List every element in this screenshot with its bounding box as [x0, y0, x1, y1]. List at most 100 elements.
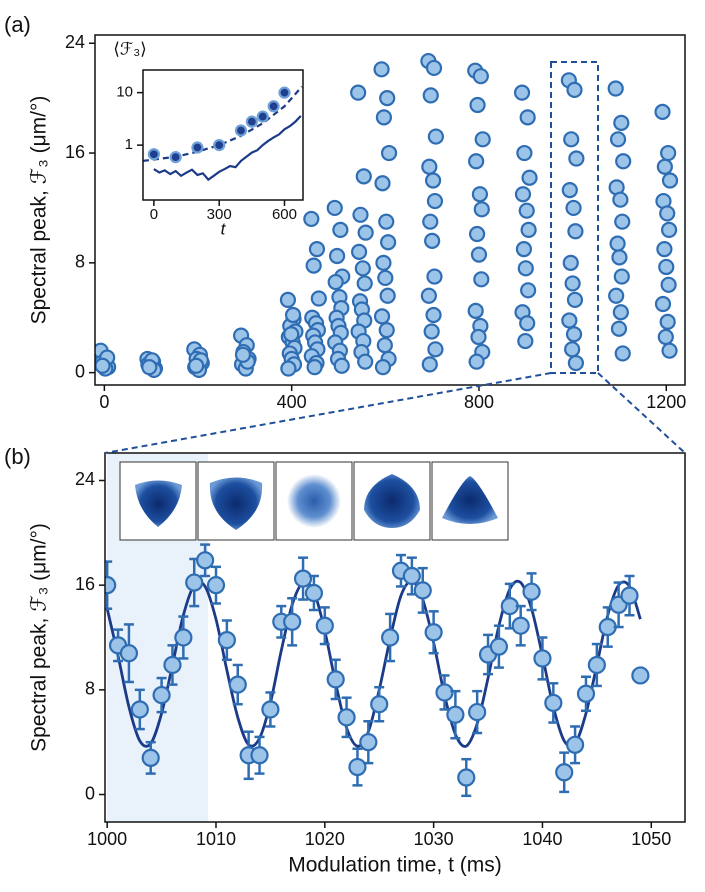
- marker: [521, 169, 538, 186]
- marker: [631, 666, 650, 685]
- zoom-box: [550, 61, 599, 374]
- marker: [357, 224, 374, 241]
- marker: [308, 241, 326, 258]
- marker: [357, 353, 374, 370]
- marker: [169, 151, 182, 164]
- marker: [422, 87, 439, 104]
- marker: [350, 243, 368, 260]
- marker: [378, 321, 395, 339]
- marker: [425, 59, 443, 77]
- marker: [424, 623, 443, 642]
- x-axis-label: t: [221, 219, 227, 238]
- x-tick-label: 800: [464, 392, 494, 412]
- marker: [657, 328, 674, 346]
- marker: [356, 275, 373, 292]
- marker: [517, 260, 534, 277]
- marker: [661, 172, 679, 189]
- marker: [654, 103, 671, 120]
- panel: 0 300 600 1 10 ⟨ℱ₃⟩ t: [113, 39, 304, 238]
- marker: [119, 644, 139, 663]
- inset-title: ⟨ℱ₃⟩: [113, 39, 147, 58]
- data-layer: [95, 52, 679, 379]
- marker: [374, 175, 391, 192]
- marker: [609, 131, 627, 148]
- marker: [424, 232, 441, 249]
- marker: [511, 616, 530, 635]
- marker: [468, 225, 486, 243]
- marker: [234, 124, 248, 137]
- marker: [373, 308, 391, 325]
- y-axis-label: Spectral peak, ℱ₃ (μm/°): [28, 96, 51, 325]
- cloud-images: [119, 461, 509, 541]
- marker: [518, 202, 535, 219]
- marker: [375, 254, 392, 271]
- marker: [279, 291, 297, 309]
- marker: [620, 586, 639, 605]
- x-tick-label: 1050: [631, 829, 671, 849]
- marker: [379, 90, 396, 107]
- marker: [427, 128, 444, 145]
- marker: [141, 359, 158, 376]
- marker: [188, 357, 205, 374]
- panel-label: (a): [4, 12, 31, 37]
- marker: [328, 247, 346, 265]
- marker: [250, 746, 269, 765]
- marker: [562, 254, 579, 271]
- line: [153, 115, 302, 182]
- marker: [470, 246, 488, 263]
- marker: [656, 241, 673, 258]
- marker: [544, 693, 563, 713]
- marker: [563, 131, 580, 148]
- marker: [304, 583, 324, 603]
- marker: [608, 287, 625, 304]
- marker: [141, 748, 160, 767]
- cloud-image: [364, 474, 420, 528]
- marker: [656, 158, 673, 175]
- marker: [609, 235, 626, 252]
- marker: [421, 356, 438, 373]
- marker: [256, 110, 269, 123]
- marker: [327, 273, 344, 291]
- marker: [105, 576, 117, 595]
- marker: [283, 612, 302, 631]
- marker: [470, 328, 487, 346]
- data-layer: [143, 85, 303, 182]
- marker: [533, 649, 552, 668]
- marker: [379, 287, 396, 304]
- y-tick-label: 0: [75, 361, 85, 381]
- marker: [374, 359, 392, 376]
- marker: [359, 733, 378, 752]
- marker: [280, 360, 297, 377]
- y-tick-label: 10: [116, 84, 133, 101]
- marker: [515, 241, 533, 258]
- marker: [446, 705, 465, 724]
- zoom-connector: [104, 372, 552, 454]
- marker: [519, 315, 536, 332]
- marker: [435, 683, 454, 702]
- marker: [420, 287, 437, 304]
- marker: [422, 213, 439, 230]
- marker: [370, 695, 389, 714]
- marker: [612, 191, 629, 208]
- marker: [564, 341, 581, 358]
- panel: 0 400 800 1200 0 8 16 24 (a) Spectral peak, ℱ₃ (μ…: [4, 12, 686, 412]
- marker: [566, 81, 583, 99]
- marker: [261, 700, 280, 719]
- marker: [267, 100, 280, 113]
- marker: [659, 205, 676, 222]
- marker: [303, 210, 320, 228]
- marker: [519, 109, 536, 126]
- marker: [567, 223, 584, 240]
- marker: [565, 326, 583, 343]
- marker: [217, 631, 236, 650]
- x-tick-label: 0: [150, 206, 158, 223]
- x-axis-label: Modulation time, t (ms): [288, 854, 502, 877]
- marker: [660, 144, 677, 162]
- y-tick-label: 0: [85, 783, 95, 803]
- marker: [174, 628, 193, 647]
- marker: [613, 268, 630, 285]
- marker: [350, 84, 367, 101]
- marker: [152, 685, 171, 705]
- y-tick-label: 24: [75, 469, 95, 489]
- x-tick-label: 1200: [646, 392, 686, 412]
